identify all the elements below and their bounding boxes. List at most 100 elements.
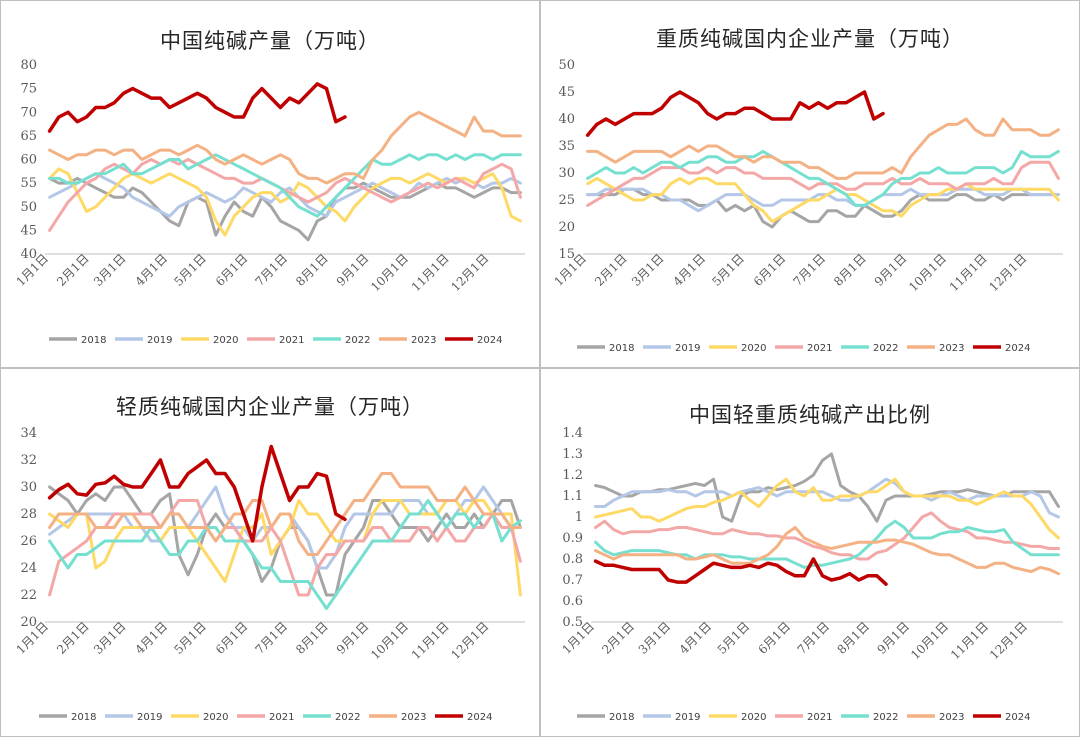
x-tick-label: 12月1日 <box>987 619 1030 662</box>
legend-label-2018: 2018 <box>609 343 634 354</box>
legend-label-2024: 2024 <box>467 712 492 723</box>
legend-label-2023: 2023 <box>939 712 964 723</box>
x-tick-label: 10月1日 <box>908 619 951 662</box>
series-line-2021 <box>48 158 522 232</box>
series-line-2023 <box>48 110 522 185</box>
y-tick-label: 34 <box>20 426 37 441</box>
x-tick-label: 11月1日 <box>409 251 452 294</box>
y-tick-label: 60 <box>20 153 37 168</box>
series-line-2022 <box>48 153 522 218</box>
x-tick-label: 10月1日 <box>368 251 411 294</box>
series-line-2019 <box>594 477 1060 519</box>
y-tick-label: 20 <box>20 615 37 630</box>
legend-label-2019: 2019 <box>137 712 162 723</box>
y-tick-label: 0.7 <box>562 573 583 588</box>
legend-label-2024: 2024 <box>1005 343 1030 354</box>
x-tick-label: 5月1日 <box>709 251 747 289</box>
x-tick-label: 5月1日 <box>171 251 209 289</box>
x-tick-label: 8月1日 <box>831 251 869 289</box>
series-line-2024 <box>47 444 347 543</box>
y-tick-label: 40 <box>558 112 575 127</box>
x-tick-label: 6月1日 <box>213 251 251 289</box>
x-tick-label: 5月1日 <box>715 619 753 657</box>
x-tick-label: 11月1日 <box>409 619 452 662</box>
legend-label-2021: 2021 <box>807 343 832 354</box>
chart-title: 中国轻重质纯碱产出比例 <box>689 403 931 427</box>
x-tick-label: 9月1日 <box>874 619 912 657</box>
series-line-2024 <box>585 90 885 137</box>
series-line-2023 <box>594 526 1060 576</box>
legend-label-2020: 2020 <box>741 712 766 723</box>
y-tick-label: 50 <box>20 200 37 215</box>
x-tick-label: 3月1日 <box>636 619 674 657</box>
y-tick-label: 22 <box>20 588 37 603</box>
series-line-2023 <box>48 472 522 556</box>
x-tick-label: 9月1日 <box>334 251 372 289</box>
y-tick-label: 40 <box>20 247 37 262</box>
y-tick-label: 45 <box>20 223 37 238</box>
x-tick-label: 12月1日 <box>448 619 491 662</box>
y-tick-label: 45 <box>558 85 575 100</box>
legend-label-2020: 2020 <box>741 343 766 354</box>
chart-panel-light: 轻质纯碱国内企业产量（万吨） 20 22 24 26 28 30 32 34 1月1日 2月1日 3… <box>0 368 540 737</box>
y-tick-label: 1 <box>575 510 583 525</box>
y-tick-label: 50 <box>558 58 575 73</box>
x-tick-label: 4月1日 <box>677 619 715 657</box>
x-tick-label: 8月1日 <box>293 251 331 289</box>
x-tick-label: 4月1日 <box>671 251 709 289</box>
y-tick-label: 24 <box>20 561 37 576</box>
y-tick-label: 0.5 <box>562 615 583 630</box>
x-tick-label: 9月1日 <box>334 619 372 657</box>
legend-label-2018: 2018 <box>609 712 634 723</box>
x-tick-label: 6月1日 <box>213 619 251 657</box>
y-tick-label: 35 <box>558 139 575 154</box>
series-line-2018 <box>586 187 1060 229</box>
x-tick-label: 12月1日 <box>986 251 1029 294</box>
legend-label-2019: 2019 <box>675 343 700 354</box>
series-line-2022 <box>586 149 1060 207</box>
y-tick-label: 65 <box>20 129 37 144</box>
series-line-2020 <box>586 176 1060 224</box>
chart-panel-total: 中国纯碱产量（万吨） 40 45 50 55 60 65 70 75 80 1月1日 2月1日 3月1… <box>0 0 540 368</box>
y-tick-label: 26 <box>20 534 37 549</box>
x-tick-label: 2月1日 <box>592 251 630 289</box>
y-tick-label: 1.1 <box>562 489 583 504</box>
legend-label-2019: 2019 <box>675 712 700 723</box>
legend-label-2019: 2019 <box>147 335 172 346</box>
legend-label-2021: 2021 <box>807 712 832 723</box>
y-tick-label: 30 <box>20 480 37 495</box>
y-tick-label: 1.4 <box>562 426 583 441</box>
series-line-2019 <box>586 187 1060 213</box>
series-line-2024 <box>593 557 888 586</box>
chart-title: 轻质纯碱国内企业产量（万吨） <box>116 395 424 419</box>
series-line-2018 <box>594 452 1060 523</box>
x-tick-label: 2月1日 <box>54 619 92 657</box>
legend-label-2021: 2021 <box>279 335 304 346</box>
x-tick-label: 10月1日 <box>368 619 411 662</box>
y-tick-label: 75 <box>20 82 37 97</box>
y-tick-label: 55 <box>20 176 37 191</box>
y-tick-label: 25 <box>558 193 575 208</box>
y-tick-label: 15 <box>558 247 575 262</box>
x-tick-label: 7月1日 <box>253 251 291 289</box>
x-tick-label: 9月1日 <box>872 251 910 289</box>
x-tick-label: 7月1日 <box>253 619 291 657</box>
y-tick-label: 30 <box>558 166 575 181</box>
chart-title: 重质纯碱国内企业产量（万吨） <box>656 27 964 51</box>
x-tick-label: 4月1日 <box>133 251 171 289</box>
chart-panel-ratio: 中国轻重质纯碱产出比例 0.5 0.6 0.7 0.8 0.9 1 1.1 1.2 1.3 1.4… <box>540 368 1080 737</box>
chart-panel-heavy: 重质纯碱国内企业产量（万吨） 15 20 25 30 35 40 45 50 1月1日 2月1日 3… <box>540 0 1080 368</box>
y-tick-label: 1.3 <box>562 447 583 462</box>
series-line-2021 <box>586 160 1060 207</box>
x-tick-label: 11月1日 <box>947 251 990 294</box>
chart-title: 中国纯碱产量（万吨） <box>160 29 380 53</box>
x-tick-label: 7月1日 <box>791 251 829 289</box>
y-tick-label: 0.8 <box>562 552 583 567</box>
y-tick-label: 28 <box>20 507 37 522</box>
legend-label-2023: 2023 <box>401 712 426 723</box>
y-tick-label: 70 <box>20 105 37 120</box>
x-tick-label: 3月1日 <box>91 251 129 289</box>
